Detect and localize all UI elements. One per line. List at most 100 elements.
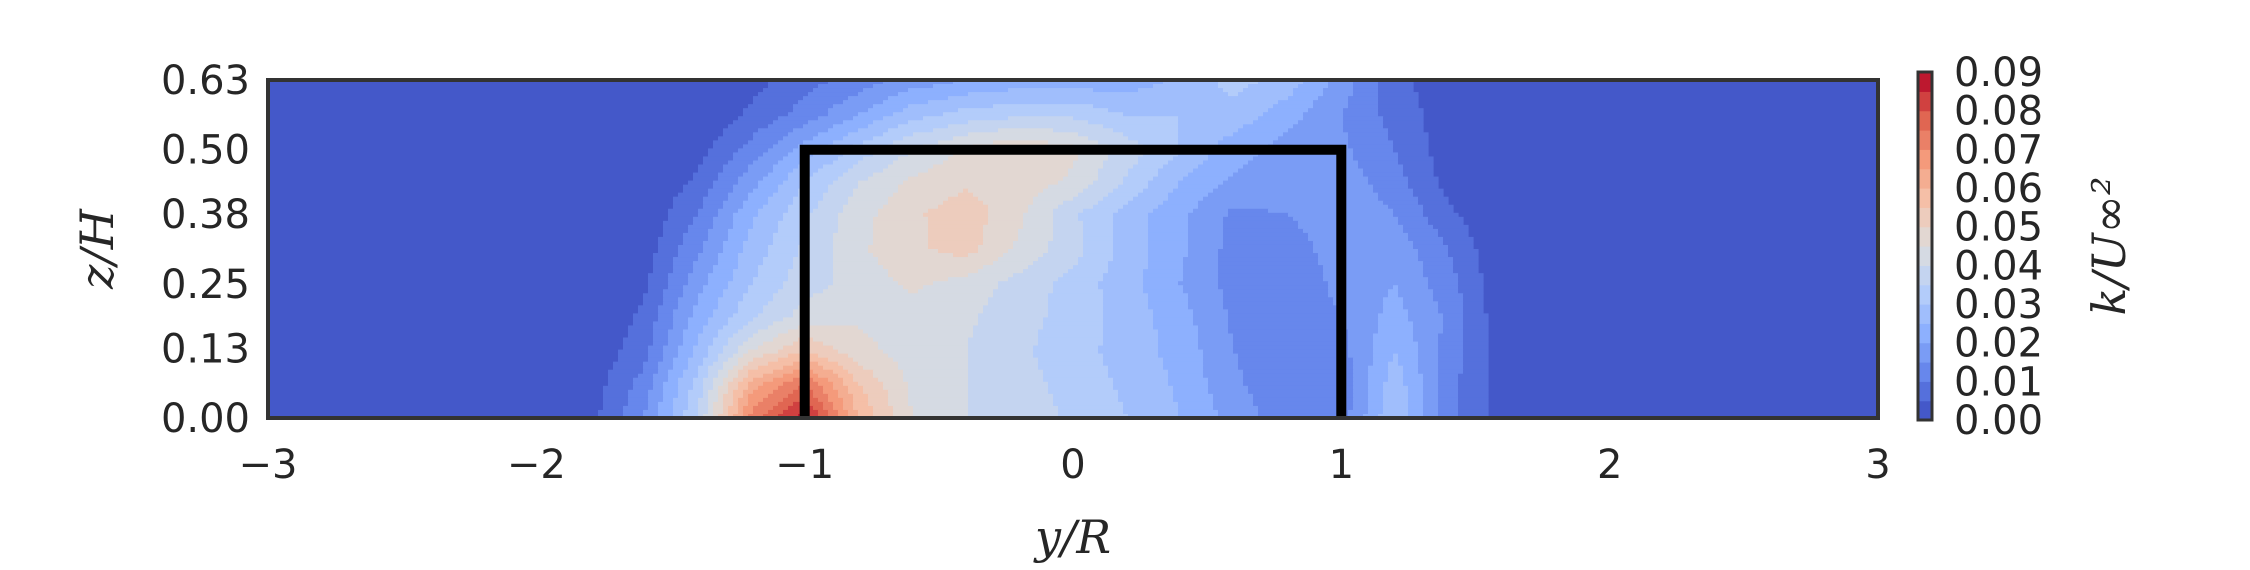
contour-cell — [803, 124, 834, 129]
contour-cell — [603, 393, 629, 399]
contour-cell — [993, 293, 1049, 298]
contour-cell — [1353, 397, 1369, 403]
contour-cell — [878, 341, 969, 347]
contour-cell — [1103, 297, 1149, 302]
contour-cell — [718, 136, 754, 141]
contour-cell — [1223, 232, 1309, 238]
contour-cell — [718, 357, 729, 363]
contour-cell — [1393, 144, 1429, 149]
contour-cell — [793, 313, 979, 318]
contour-cell — [848, 353, 889, 359]
contour-cell — [693, 309, 714, 314]
contour-cell — [773, 293, 814, 298]
contour-cell — [1253, 401, 1354, 407]
contour-cell — [703, 285, 729, 290]
contour-cell — [1223, 224, 1299, 230]
contour-cell — [603, 389, 629, 395]
contour-cell — [753, 132, 789, 137]
contour-cell — [758, 329, 789, 335]
contour-cell — [1108, 369, 1169, 375]
contour-cell — [1423, 397, 1439, 403]
contour-cell — [678, 253, 699, 258]
contour-cell — [628, 389, 649, 395]
contour-cell — [653, 377, 669, 383]
contour-cell — [1073, 265, 1109, 270]
contour-cell — [1428, 277, 1459, 282]
contour-cell — [688, 357, 704, 363]
contour-cell — [778, 224, 809, 230]
contour-cell — [728, 192, 749, 198]
contour-cell — [708, 409, 714, 415]
contour-cell — [748, 381, 764, 387]
contour-cell — [888, 96, 949, 101]
contour-cell — [1168, 160, 1204, 166]
contour-cell — [1438, 381, 1459, 387]
contour-cell — [1258, 409, 1349, 415]
contour-cell — [1418, 253, 1449, 258]
contour-cell — [603, 397, 629, 403]
contour-cell — [1193, 208, 1229, 214]
contour-cell — [713, 409, 724, 415]
contour-cell — [763, 373, 784, 379]
contour-cell — [968, 357, 1039, 363]
contour-cell — [1083, 224, 1114, 230]
contour-cell — [683, 184, 714, 190]
contour-cell — [1378, 92, 1419, 97]
contour-cell — [673, 409, 684, 415]
contour-cell — [1388, 128, 1424, 133]
contour-cell — [753, 389, 774, 395]
contour-cell — [1188, 293, 1224, 298]
contour-cell — [1373, 341, 1419, 347]
contour-cell — [1028, 204, 1059, 210]
contour-cell — [1448, 249, 1479, 254]
contour-cell — [1368, 409, 1384, 415]
contour-cell — [1458, 409, 1489, 415]
contour-cell — [1423, 389, 1439, 395]
contour-cell — [853, 164, 889, 170]
contour-cell — [738, 208, 759, 214]
contour-cell — [803, 240, 834, 246]
contour-cell — [903, 136, 954, 141]
contour-cell — [1373, 345, 1419, 351]
contour-cell — [778, 188, 799, 194]
contour-cell — [1063, 273, 1104, 278]
contour-cell — [778, 401, 794, 407]
contour-cell — [888, 273, 969, 278]
contour-cell — [1323, 273, 1424, 278]
contour-cell — [748, 337, 774, 343]
contour-cell — [1083, 228, 1114, 234]
contour-cell — [978, 244, 1014, 250]
contour-cell — [1098, 168, 1129, 174]
contour-cell — [1178, 281, 1219, 286]
contour-cell — [743, 297, 774, 302]
contour-cell — [853, 405, 874, 411]
contour-cell — [978, 321, 1044, 327]
contour-cell — [1038, 333, 1104, 339]
contour-cell — [698, 164, 724, 170]
contour-cell — [718, 385, 729, 391]
contour-cell — [1243, 369, 1354, 375]
contour-cell — [1258, 80, 1304, 85]
contour-cell — [1198, 200, 1384, 206]
contour-cell — [1458, 273, 1484, 278]
contour-cell — [673, 265, 694, 270]
contour-cell — [908, 393, 969, 399]
contour-cell — [1168, 377, 1209, 383]
contour-cell — [728, 341, 744, 347]
contour-cell — [1103, 341, 1159, 347]
colorbar-tick-label: 0.00 — [1954, 398, 2043, 444]
contour-cell — [808, 216, 839, 222]
contour-cell — [738, 373, 749, 379]
contour-cell — [1053, 212, 1079, 218]
contour-cell — [883, 80, 954, 85]
contour-cell — [1033, 200, 1064, 206]
contour-cell — [723, 405, 729, 411]
contour-cell — [758, 92, 809, 97]
contour-cell — [693, 265, 714, 270]
contour-cell — [1088, 120, 1179, 125]
contour-cell — [1243, 124, 1294, 129]
colorbar-segment — [1918, 323, 1932, 344]
contour-cell — [693, 305, 719, 310]
contour-cell — [1463, 361, 1489, 367]
contour-cell — [1408, 236, 1444, 242]
